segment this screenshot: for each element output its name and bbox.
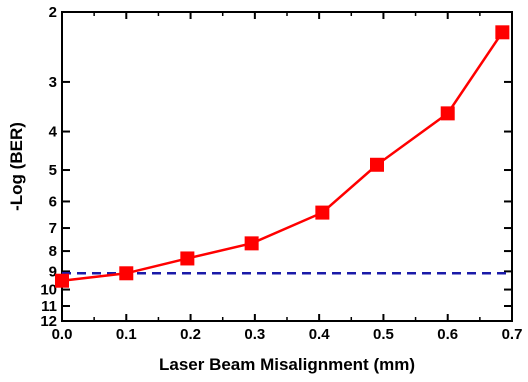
- data-point-marker: [119, 266, 134, 281]
- data-point-marker: [244, 236, 259, 251]
- data-point-marker: [315, 205, 330, 220]
- series-line: [61, 31, 504, 282]
- y-tick-label: 6: [49, 193, 57, 210]
- data-point-marker: [440, 106, 455, 121]
- y-tick-label: 4: [49, 124, 58, 141]
- data-point-marker: [180, 251, 195, 266]
- x-axis-title: Laser Beam Misalignment (mm): [159, 355, 415, 374]
- x-tick-label: 0.6: [437, 326, 458, 343]
- y-tick-label: 11: [41, 298, 57, 315]
- y-tick-label: 12: [40, 313, 57, 330]
- y-axis-title: -Log (BER): [7, 122, 26, 211]
- y-tick-label: 9: [49, 263, 57, 280]
- data-point-marker: [495, 25, 510, 40]
- y-tick-label: 7: [49, 220, 57, 237]
- data-point-marker: [55, 273, 69, 288]
- y-tick-label: 5: [49, 162, 57, 179]
- x-tick-label: 0.0: [52, 326, 73, 343]
- y-tick-label: 8: [49, 243, 57, 260]
- x-tick-label: 0.1: [116, 326, 137, 343]
- x-tick-label: 0.5: [373, 326, 394, 343]
- y-tick-label: 3: [49, 74, 57, 91]
- x-tick-label: 0.7: [502, 326, 523, 343]
- x-tick-label: 0.4: [309, 326, 331, 343]
- data-point-marker: [370, 157, 384, 172]
- x-tick-label: 0.3: [244, 326, 265, 343]
- x-tick-label: 0.2: [180, 326, 201, 343]
- y-tick-label: 10: [40, 282, 57, 299]
- y-tick-label: 2: [49, 4, 57, 21]
